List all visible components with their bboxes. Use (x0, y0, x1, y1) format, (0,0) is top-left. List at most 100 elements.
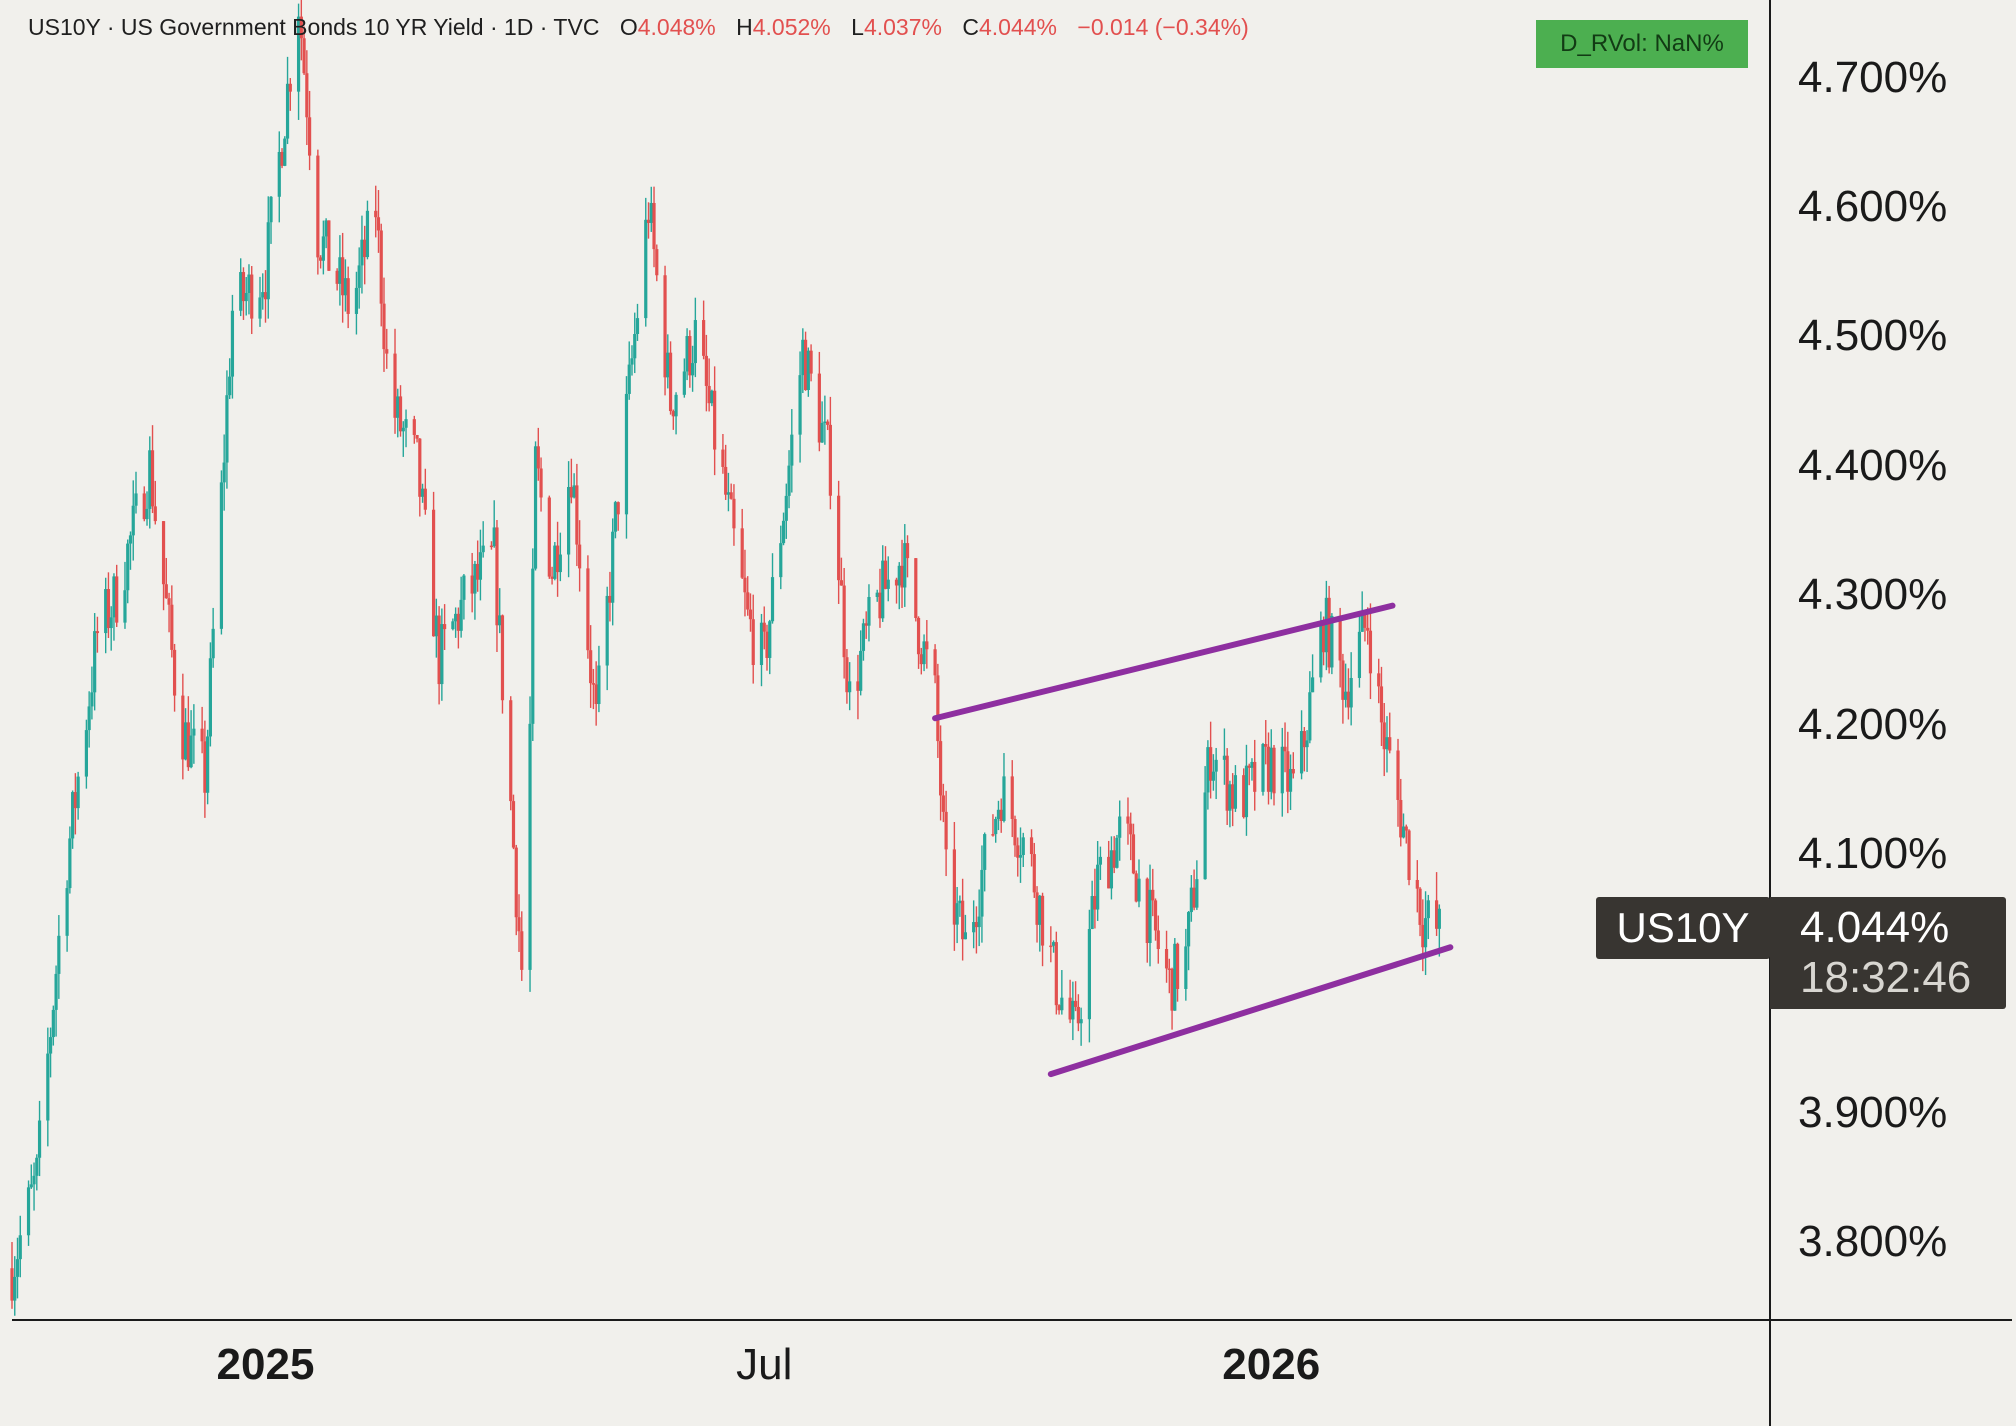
candle (18, 1215, 22, 1278)
candle-body (539, 468, 543, 498)
candle-body (558, 554, 562, 573)
candle (1010, 760, 1014, 838)
candle-body (839, 580, 844, 586)
candle-body (51, 1009, 55, 1038)
candle (691, 345, 695, 392)
candle-body (878, 592, 882, 619)
candle (514, 844, 518, 936)
candle-body (437, 615, 441, 685)
candle (37, 1100, 42, 1177)
candle (296, 3, 301, 120)
candle (787, 450, 791, 509)
candle-body (1250, 761, 1254, 768)
candle-body (277, 151, 281, 197)
candle-body (817, 373, 821, 443)
candle-body (1272, 747, 1276, 794)
candle-body (1437, 908, 1441, 929)
candle (189, 710, 193, 769)
candle (489, 541, 494, 550)
candle-body (1137, 878, 1141, 902)
candle-body (1175, 943, 1180, 989)
candle-body (1107, 856, 1111, 889)
trendline-upper[interactable] (932, 602, 1396, 722)
candle (746, 576, 750, 616)
candle (555, 521, 560, 597)
candle (244, 277, 248, 316)
candle (379, 223, 383, 327)
candle-body (702, 320, 706, 356)
candle (1145, 877, 1149, 963)
candle (415, 434, 419, 443)
candle-body (228, 376, 232, 396)
candle-body (1404, 826, 1408, 831)
candle (288, 78, 292, 111)
close-value: 4.044% (978, 14, 1057, 40)
candle (462, 574, 466, 620)
candle (396, 388, 400, 438)
candle-body (520, 931, 524, 970)
candle (575, 463, 579, 567)
trendline-lower[interactable] (1047, 944, 1454, 1078)
candle-body (341, 257, 345, 296)
candle-body (1264, 744, 1268, 747)
candle (341, 232, 345, 323)
candle-body (1134, 873, 1138, 902)
y-tick-label: 4.700% (1798, 52, 1948, 102)
indicator-badge[interactable]: D_RVol: NaN% (1536, 20, 1748, 68)
candle (1002, 753, 1006, 823)
candle (624, 376, 629, 539)
candle (145, 491, 149, 526)
candle-body (418, 438, 422, 497)
candle-body (112, 576, 116, 618)
candle-body (1319, 622, 1323, 678)
candle (828, 396, 832, 510)
candle (649, 186, 653, 232)
candle-body (1013, 818, 1017, 846)
candle (1247, 763, 1251, 786)
candle (93, 613, 97, 711)
candle (1286, 731, 1290, 814)
candle (1310, 654, 1315, 693)
candle (1377, 658, 1381, 704)
candle (183, 708, 188, 761)
candle (1040, 892, 1045, 967)
candle (423, 468, 427, 515)
candle (798, 351, 802, 463)
candle (1385, 716, 1389, 773)
candle-body (189, 735, 193, 768)
candle (307, 90, 312, 171)
candle-body (1029, 837, 1034, 855)
candle (826, 419, 830, 431)
candle (1173, 938, 1177, 1011)
candle (1035, 886, 1039, 943)
candle (225, 370, 229, 489)
candle (958, 895, 962, 917)
candle-body (396, 396, 400, 418)
candle-body (153, 506, 157, 522)
candle (740, 508, 744, 579)
candle (1261, 742, 1265, 796)
candle (1184, 928, 1188, 1001)
candle-body (142, 493, 146, 520)
candle (1029, 829, 1034, 867)
candle (316, 149, 320, 275)
candle-body (470, 575, 474, 594)
candle-body (875, 592, 879, 597)
candle (655, 244, 659, 282)
candle-body (230, 310, 235, 377)
candle-body (806, 350, 810, 391)
candle-body (842, 585, 846, 658)
candle-body (1346, 691, 1351, 708)
candle (1098, 846, 1103, 880)
candle (211, 607, 215, 668)
candle (269, 196, 273, 244)
candle-body (1156, 930, 1160, 950)
y-tick-label: 4.400% (1798, 440, 1948, 490)
candle-body (1002, 776, 1006, 821)
y-tick-label: 3.800% (1798, 1217, 1948, 1267)
candle (15, 1237, 20, 1299)
candle-body (1192, 887, 1196, 908)
candle-body (478, 552, 483, 580)
